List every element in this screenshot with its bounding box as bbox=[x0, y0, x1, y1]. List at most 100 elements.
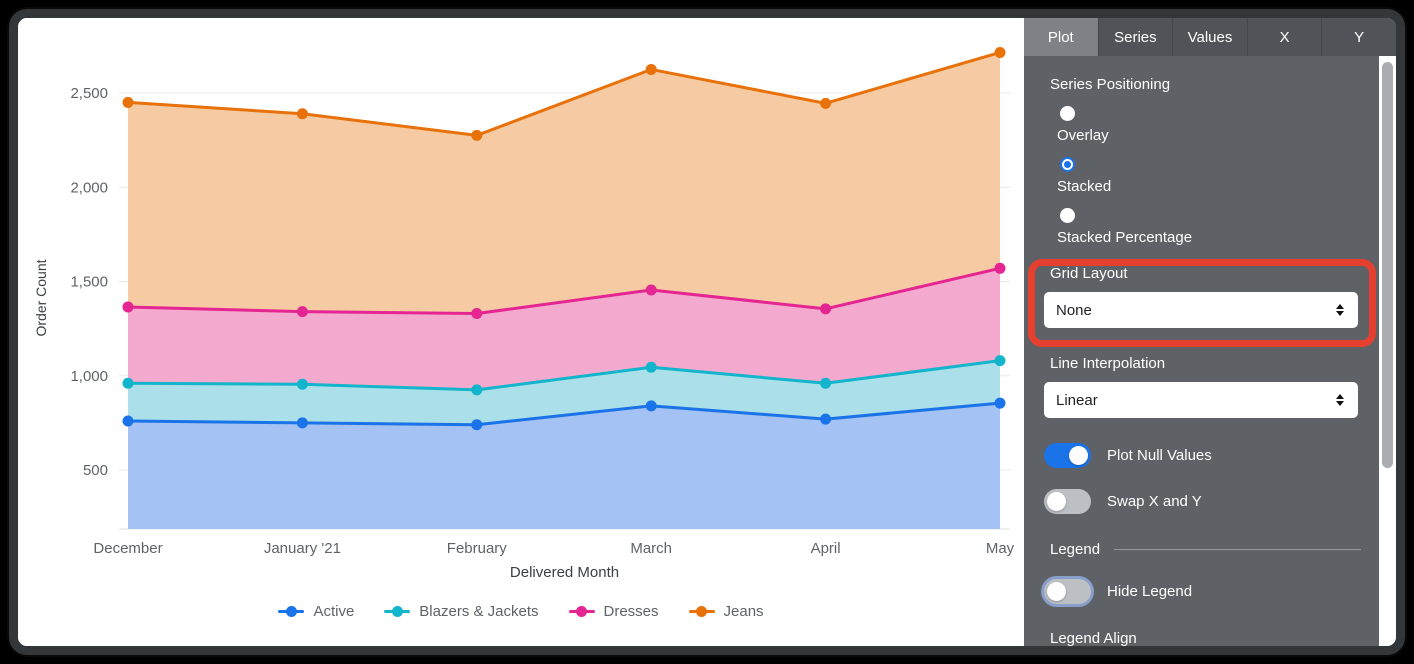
point-active bbox=[122, 415, 134, 427]
legend-item-blazers-jackets[interactable]: Blazers & Jackets bbox=[384, 603, 539, 620]
line-active bbox=[126, 401, 1002, 427]
line-interpolation-label: Line Interpolation bbox=[1050, 355, 1166, 372]
svg-text:500: 500 bbox=[83, 462, 108, 479]
legend-section-header: Legend bbox=[1050, 541, 1379, 558]
point-dresses bbox=[471, 308, 483, 320]
point-blazers-jackets bbox=[994, 355, 1006, 367]
grid-layout-label: Grid Layout bbox=[1050, 265, 1128, 282]
point-dresses bbox=[994, 262, 1006, 274]
panel-scrollbar-thumb[interactable] bbox=[1382, 62, 1393, 468]
legend-item-active[interactable]: Active bbox=[278, 603, 354, 620]
svg-text:March: March bbox=[630, 540, 672, 557]
point-blazers-jackets bbox=[820, 377, 832, 389]
grid-layout-value: None bbox=[1056, 301, 1092, 319]
tab-y[interactable]: Y bbox=[1321, 18, 1396, 56]
point-active bbox=[471, 419, 483, 431]
area-dresses bbox=[128, 268, 1000, 390]
y-tick-labels: 500 1,000 1,500 2,000 2,500 bbox=[70, 85, 108, 479]
legend-align-label: Legend Align bbox=[1050, 630, 1137, 646]
swap-x-y-toggle[interactable] bbox=[1044, 489, 1091, 514]
point-blazers-jackets bbox=[296, 378, 308, 390]
hide-legend-row: Hide Legend bbox=[1044, 579, 1379, 604]
x-axis-title: Delivered Month bbox=[510, 564, 619, 581]
legend-marker-icon bbox=[278, 605, 305, 618]
radio-option-overlay[interactable]: Overlay bbox=[1057, 106, 1379, 144]
point-jeans bbox=[820, 97, 832, 109]
swap-x-y-row: Swap X and Y bbox=[1044, 489, 1379, 514]
point-jeans bbox=[645, 63, 657, 75]
tab-series[interactable]: Series bbox=[1097, 18, 1173, 56]
svg-text:May: May bbox=[986, 540, 1015, 557]
legend-item-label: Active bbox=[313, 603, 355, 620]
area-active bbox=[128, 403, 1000, 529]
point-blazers-jackets bbox=[122, 377, 134, 389]
point-active bbox=[820, 413, 832, 425]
plot-null-values-row: Plot Null Values bbox=[1044, 443, 1379, 468]
x-tick-labels: December January '21 February March April May bbox=[93, 540, 1014, 557]
svg-text:1,500: 1,500 bbox=[70, 274, 108, 291]
point-dresses bbox=[122, 301, 134, 313]
plot-null-values-label: Plot Null Values bbox=[1107, 447, 1212, 464]
line-dresses bbox=[126, 266, 1002, 316]
radio-stacked-percentage[interactable] bbox=[1060, 208, 1075, 223]
point-dresses bbox=[296, 306, 308, 318]
panel-scrollbar-track[interactable] bbox=[1379, 56, 1396, 646]
svg-text:December: December bbox=[93, 540, 162, 557]
chart-pane: 500 1,000 1,500 2,000 2,500 December January '… bbox=[18, 18, 1024, 646]
line-blazers-jackets bbox=[126, 359, 1002, 392]
point-jeans bbox=[471, 129, 483, 141]
radio-stacked-percentage-label: Stacked Percentage bbox=[1057, 229, 1193, 246]
series-positioning-label: Series Positioning bbox=[1050, 76, 1171, 93]
line-jeans bbox=[126, 50, 1002, 137]
y-axis-title: Order Count bbox=[33, 259, 49, 336]
svg-text:April: April bbox=[811, 540, 841, 557]
tab-x[interactable]: X bbox=[1246, 18, 1322, 56]
panel-tab-bar: Plot Series Values X Y bbox=[1024, 18, 1396, 56]
svg-text:February: February bbox=[447, 540, 508, 557]
point-active bbox=[645, 400, 657, 412]
line-interpolation-select[interactable]: Linear bbox=[1044, 382, 1358, 418]
hide-legend-label: Hide Legend bbox=[1107, 583, 1193, 600]
settings-panel: Plot Series Values X Y Series Positionin… bbox=[1024, 18, 1396, 646]
stacked-area-chart: 500 1,000 1,500 2,000 2,500 December January '… bbox=[33, 46, 1015, 581]
panel-body: Series Positioning Overlay Stacked Stack… bbox=[1024, 56, 1379, 646]
legend-item-label: Dresses bbox=[603, 603, 659, 620]
tab-plot[interactable]: Plot bbox=[1024, 18, 1098, 56]
point-jeans bbox=[296, 108, 308, 120]
line-interpolation-value: Linear bbox=[1056, 391, 1098, 409]
legend-marker-icon bbox=[688, 605, 715, 618]
point-active bbox=[296, 417, 308, 429]
section-divider bbox=[1114, 549, 1361, 550]
point-dresses bbox=[820, 303, 832, 315]
plot-null-values-toggle[interactable] bbox=[1044, 443, 1091, 468]
legend-marker-icon bbox=[384, 605, 411, 618]
point-blazers-jackets bbox=[471, 384, 483, 396]
legend-marker-icon bbox=[568, 605, 595, 618]
legend-item-dresses[interactable]: Dresses bbox=[568, 603, 659, 620]
area-blazers-jackets bbox=[128, 360, 1000, 425]
legend-item-jeans[interactable]: Jeans bbox=[688, 603, 764, 620]
svg-text:1,000: 1,000 bbox=[70, 368, 108, 385]
tab-values[interactable]: Values bbox=[1172, 18, 1247, 56]
radio-overlay-label: Overlay bbox=[1057, 127, 1109, 144]
svg-text:2,500: 2,500 bbox=[70, 85, 108, 102]
legend-item-label: Jeans bbox=[723, 603, 764, 620]
radio-option-stacked[interactable]: Stacked bbox=[1057, 157, 1379, 195]
radio-stacked-label: Stacked bbox=[1057, 178, 1112, 195]
updown-arrow-icon bbox=[1336, 304, 1344, 316]
point-blazers-jackets bbox=[645, 361, 657, 373]
legend-section-label: Legend bbox=[1050, 541, 1101, 558]
point-jeans bbox=[122, 96, 134, 108]
legend-item-label: Blazers & Jackets bbox=[419, 603, 539, 620]
radio-option-stacked-percentage[interactable]: Stacked Percentage bbox=[1057, 208, 1379, 246]
area-jeans bbox=[128, 52, 1000, 314]
radio-overlay[interactable] bbox=[1060, 106, 1075, 121]
app-window: 500 1,000 1,500 2,000 2,500 December January '… bbox=[9, 9, 1405, 655]
grid-layout-select[interactable]: None bbox=[1044, 292, 1358, 328]
svg-text:2,000: 2,000 bbox=[70, 179, 108, 196]
radio-stacked[interactable] bbox=[1060, 157, 1075, 172]
swap-x-y-label: Swap X and Y bbox=[1107, 493, 1202, 510]
hide-legend-toggle[interactable] bbox=[1044, 579, 1091, 604]
point-active bbox=[994, 397, 1006, 409]
chart-legend: Active Blazers & Jackets Dresses Jeans bbox=[18, 603, 1024, 620]
